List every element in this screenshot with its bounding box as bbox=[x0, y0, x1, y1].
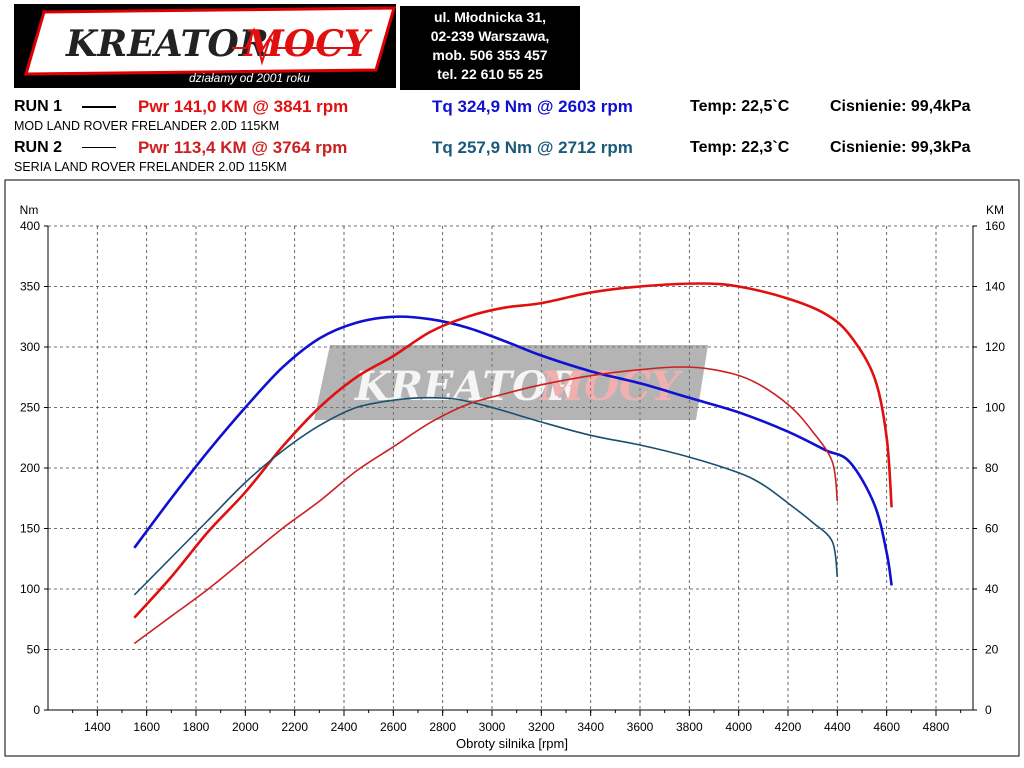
x-tick-label: 2000 bbox=[232, 720, 259, 734]
y-tick-label-right: 20 bbox=[985, 643, 999, 657]
x-axis-label: Obroty silnika [rpm] bbox=[456, 736, 568, 751]
y-tick-label-right: 0 bbox=[985, 703, 992, 717]
y-tick-label-left: 150 bbox=[20, 522, 40, 536]
logo-tagline: działamy od 2001 roku bbox=[189, 71, 310, 85]
run1-pressure: Cisnienie: 99,4kPa bbox=[830, 98, 971, 115]
x-tick-label: 4800 bbox=[923, 720, 950, 734]
chart-frame bbox=[4, 179, 1020, 757]
x-tick-label: 2800 bbox=[429, 720, 456, 734]
run-1-tq-line bbox=[133, 315, 893, 586]
chart-series bbox=[133, 282, 893, 645]
run1-label: RUN 1 bbox=[14, 98, 63, 115]
x-tick-label: 3400 bbox=[577, 720, 604, 734]
y-tick-label-left: 250 bbox=[20, 401, 40, 415]
logo: KREATOR MOCY działamy od 2001 roku bbox=[14, 4, 397, 88]
run-2-pwr-line bbox=[133, 366, 839, 645]
address-block: ul. Młodnicka 31, 02-239 Warszawa, mob. … bbox=[400, 6, 580, 90]
y-tick-label-left: 100 bbox=[20, 582, 40, 596]
y-axis-label-left: Nm bbox=[20, 203, 39, 217]
x-tick-label: 3600 bbox=[627, 720, 654, 734]
run1-vehicle: MOD LAND ROVER FRELANDER 2.0D 115KM bbox=[14, 119, 280, 133]
run-1-pwr-line bbox=[133, 282, 893, 619]
address-line: 02-239 Warszawa, bbox=[430, 28, 550, 44]
run2-label: RUN 2 bbox=[14, 139, 63, 156]
y-tick-label-right: 120 bbox=[985, 340, 1005, 354]
address-line: tel. 22 610 55 25 bbox=[437, 66, 543, 82]
y-tick-label-right: 40 bbox=[985, 582, 999, 596]
run1-torque: Tq 324,9 Nm @ 2603 rpm bbox=[432, 97, 633, 116]
x-tick-label: 4400 bbox=[824, 720, 851, 734]
y-tick-label-left: 350 bbox=[20, 280, 40, 294]
y-tick-label-right: 100 bbox=[985, 401, 1005, 415]
run1-power: Pwr 141,0 KM @ 3841 rpm bbox=[138, 97, 349, 116]
y-tick-label-right: 160 bbox=[985, 219, 1005, 233]
x-tick-label: 3200 bbox=[528, 720, 555, 734]
x-tick-label: 1400 bbox=[84, 720, 111, 734]
address-line: ul. Młodnicka 31, bbox=[433, 9, 547, 25]
watermark-text-kreator: KREATOR bbox=[354, 363, 580, 410]
x-tick-label: 4000 bbox=[725, 720, 752, 734]
x-tick-label: 1600 bbox=[133, 720, 160, 734]
y-tick-label-left: 200 bbox=[20, 461, 40, 475]
x-tick-label: 4200 bbox=[775, 720, 802, 734]
x-tick-label: 3800 bbox=[676, 720, 703, 734]
run1-temp: Temp: 22,5`C bbox=[690, 98, 790, 115]
run2-vehicle: SERIA LAND ROVER FRELANDER 2.0D 115KM bbox=[14, 160, 287, 174]
run2-legend-line bbox=[82, 147, 116, 148]
y-tick-label-left: 50 bbox=[27, 643, 41, 657]
address-line: mob. 506 353 457 bbox=[432, 47, 548, 63]
y-axis-label-right: KM bbox=[986, 203, 1004, 217]
y-tick-label-left: 400 bbox=[20, 219, 40, 233]
run2-pressure: Cisnienie: 99,3kPa bbox=[830, 139, 971, 156]
run1-legend-line bbox=[82, 106, 116, 108]
x-tick-label: 2200 bbox=[281, 720, 308, 734]
y-tick-label-left: 0 bbox=[33, 703, 40, 717]
y-tick-label-right: 140 bbox=[985, 280, 1005, 294]
x-tick-label: 2600 bbox=[380, 720, 407, 734]
y-tick-label-right: 80 bbox=[985, 461, 999, 475]
run2-torque: Tq 257,9 Nm @ 2712 rpm bbox=[432, 138, 633, 157]
logo-graphic: KREATOR MOCY działamy od 2001 roku bbox=[14, 4, 397, 88]
run2-temp: Temp: 22,3`C bbox=[690, 139, 790, 156]
x-tick-label: 4600 bbox=[873, 720, 900, 734]
y-tick-label-left: 300 bbox=[20, 340, 40, 354]
chart-axes: 0 0 50 20 100 40 150 60 200 80 250 100 300 120 350 140 4… bbox=[20, 219, 1005, 734]
x-tick-label: 3000 bbox=[479, 720, 506, 734]
watermark: KREATOR MOCY bbox=[314, 345, 708, 420]
watermark-text-mocy: MOCY bbox=[538, 363, 683, 410]
x-tick-label: 1800 bbox=[183, 720, 210, 734]
run-2-tq-line bbox=[133, 396, 839, 596]
x-tick-label: 2400 bbox=[331, 720, 358, 734]
run2-power: Pwr 113,4 KM @ 3764 rpm bbox=[138, 138, 348, 157]
y-tick-label-right: 60 bbox=[985, 522, 999, 536]
logo-text-kreator: KREATOR bbox=[65, 23, 269, 65]
